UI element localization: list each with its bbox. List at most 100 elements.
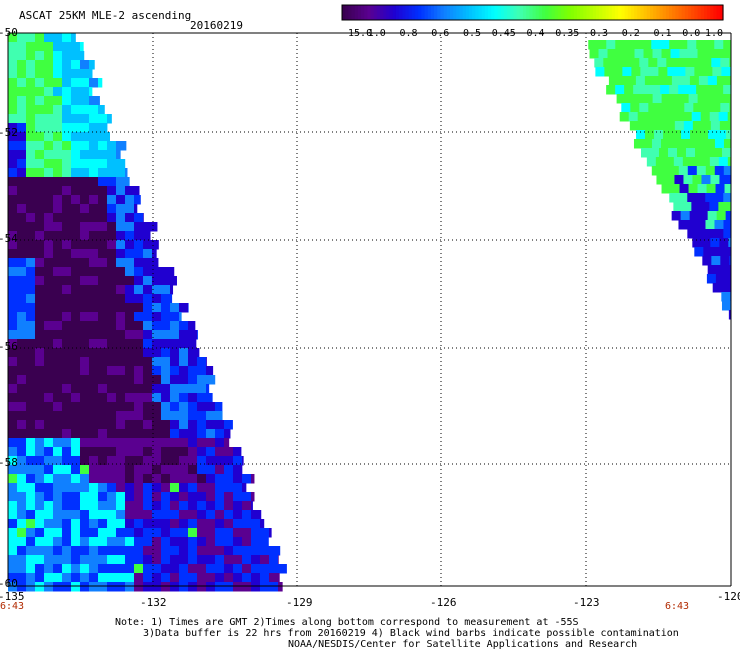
swath-cell bbox=[673, 112, 684, 122]
swath-cell bbox=[26, 285, 36, 295]
swath-cell bbox=[89, 159, 99, 169]
swath-cell bbox=[26, 96, 36, 106]
swath-cell bbox=[116, 519, 126, 529]
colorbar-swatch bbox=[402, 5, 407, 20]
swath-cell bbox=[98, 411, 108, 421]
swath-cell bbox=[152, 357, 162, 367]
swath-cell bbox=[35, 375, 45, 385]
lon-tick-label: -132 bbox=[140, 596, 167, 609]
swath-cell bbox=[682, 202, 692, 212]
swath-cell bbox=[179, 456, 189, 466]
swath-cell bbox=[233, 474, 243, 484]
swath-cell bbox=[80, 258, 90, 268]
swath-cell bbox=[705, 139, 716, 149]
swath-cell bbox=[17, 573, 27, 583]
swath-cell bbox=[26, 240, 36, 250]
swath-cell bbox=[98, 393, 108, 403]
swath-cell bbox=[161, 465, 171, 475]
colorbar-swatch bbox=[580, 5, 584, 20]
swath-cell bbox=[170, 393, 180, 403]
swath-cell bbox=[152, 519, 162, 529]
swath-cell bbox=[710, 121, 721, 131]
swath-cell bbox=[62, 186, 72, 196]
swath-cell bbox=[179, 348, 189, 358]
swath-cell bbox=[107, 573, 117, 583]
swath-cell bbox=[107, 519, 117, 529]
swath-cell bbox=[62, 249, 72, 259]
colorbar-swatch bbox=[465, 5, 470, 20]
swath-cell bbox=[666, 58, 676, 68]
swath-cell bbox=[170, 420, 180, 430]
swath-cell bbox=[698, 211, 709, 221]
swath-cell bbox=[714, 40, 724, 50]
swath-cell bbox=[260, 537, 269, 547]
swath-cell bbox=[170, 375, 180, 385]
swath-cell bbox=[98, 249, 108, 259]
swath-cell bbox=[260, 564, 270, 574]
swath-cell bbox=[242, 456, 244, 466]
swath-cell bbox=[89, 582, 99, 592]
swath-cell bbox=[206, 384, 210, 394]
swath-cell bbox=[188, 537, 198, 547]
swath-cell bbox=[35, 420, 45, 430]
swath-cell bbox=[143, 330, 153, 340]
colorbar-swatch bbox=[618, 5, 622, 20]
swath-cell bbox=[669, 139, 680, 149]
swath-cell bbox=[672, 130, 682, 140]
swath-cell bbox=[26, 231, 36, 241]
swath-cell bbox=[53, 312, 63, 322]
swath-cell bbox=[98, 276, 108, 286]
swath-cell bbox=[98, 303, 108, 313]
swath-cell bbox=[152, 438, 162, 448]
swath-cell bbox=[134, 393, 144, 403]
swath-cell bbox=[215, 411, 223, 421]
swath-cell bbox=[215, 582, 225, 592]
swath-cell bbox=[278, 564, 287, 574]
swath-cell bbox=[215, 465, 225, 475]
swath-cell bbox=[724, 49, 732, 59]
swath-cell bbox=[116, 339, 126, 349]
swath-cell bbox=[143, 438, 153, 448]
swath-cell bbox=[17, 150, 27, 160]
swath-cell bbox=[678, 193, 688, 203]
swath-cell bbox=[224, 564, 234, 574]
swath-cell bbox=[242, 582, 252, 592]
swath-cell bbox=[53, 42, 63, 52]
swath-cell bbox=[89, 573, 99, 583]
swath-cell bbox=[197, 411, 207, 421]
swath-cell bbox=[53, 204, 63, 214]
swath-cell bbox=[80, 141, 90, 151]
swath-cell bbox=[80, 222, 90, 232]
swath-cell bbox=[53, 420, 63, 430]
swath-cell bbox=[71, 402, 81, 412]
swath-cell bbox=[62, 438, 72, 448]
swath-cell bbox=[188, 483, 198, 493]
swath-cell bbox=[188, 492, 198, 502]
swath-cell bbox=[134, 582, 144, 592]
swath-cell bbox=[62, 339, 72, 349]
swath-cell bbox=[8, 447, 18, 457]
swath-cell bbox=[629, 121, 640, 131]
swath-cell bbox=[80, 519, 90, 529]
swath-cell bbox=[26, 177, 36, 187]
lat-tick-label: -54 bbox=[0, 232, 18, 245]
swath-cell bbox=[233, 492, 243, 502]
swath-cell bbox=[170, 312, 180, 322]
swath-cell bbox=[161, 276, 171, 286]
swath-cell bbox=[89, 519, 99, 529]
swath-cell bbox=[667, 67, 677, 77]
swath-cell bbox=[89, 402, 99, 412]
colorbar-swatch bbox=[453, 5, 457, 20]
swath-cell bbox=[125, 465, 135, 475]
swath-cell bbox=[107, 483, 117, 493]
swath-cell bbox=[116, 411, 126, 421]
swath-cell bbox=[197, 402, 207, 412]
swath-cell bbox=[179, 483, 189, 493]
swath-cell bbox=[107, 339, 117, 349]
swath-cell bbox=[44, 114, 54, 124]
swath-cell bbox=[44, 78, 54, 88]
swath-cell bbox=[727, 157, 732, 167]
swath-cell bbox=[8, 249, 18, 259]
swath-cell bbox=[98, 456, 108, 466]
swath-cell bbox=[692, 121, 703, 131]
